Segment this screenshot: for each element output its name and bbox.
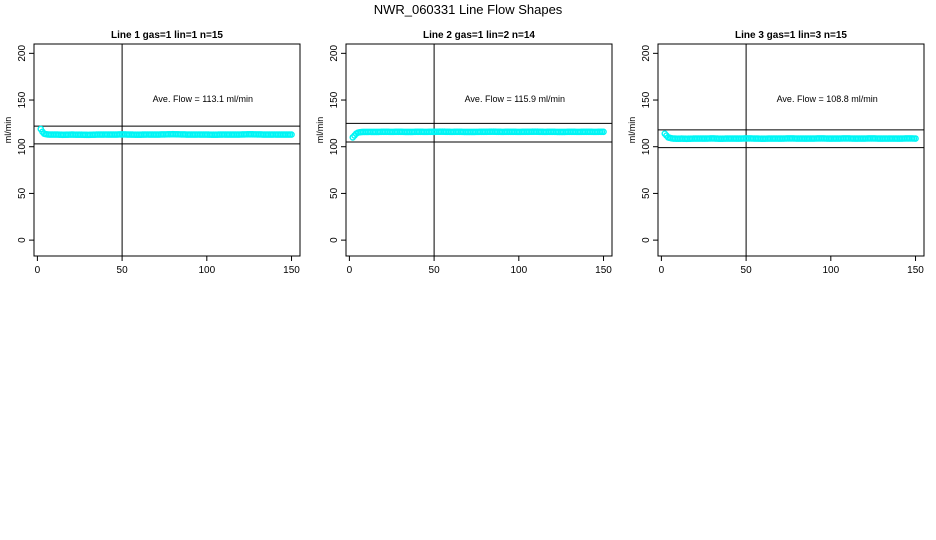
- y-tick-label: 100: [641, 138, 652, 155]
- y-tick-label: 150: [17, 91, 28, 108]
- x-tick-label: 150: [595, 265, 612, 276]
- plot-frame: [657, 43, 925, 257]
- y-axis-label: ml/min: [315, 117, 325, 144]
- y-tick-label: 150: [329, 91, 340, 108]
- x-tick-label: 0: [347, 265, 353, 276]
- avg-flow-annotation: Ave. Flow = 113.1 ml/min: [153, 94, 253, 104]
- chart-svg: Line 1 gas=1 lin=1 n=15 0 50 100 150 0 50 100 15…: [3, 30, 301, 276]
- y-axis-label: ml/min: [3, 117, 13, 144]
- x-tick-label: 150: [283, 265, 300, 276]
- chart-title: Line 2 gas=1 lin=2 n=14: [423, 30, 535, 41]
- data-point: [912, 135, 919, 142]
- y-tick-label: 0: [329, 237, 340, 243]
- chart-panel-1: Line 1 gas=1 lin=1 n=15 0 50 100 150 0 50 100 15…: [2, 26, 302, 286]
- y-tick-label: 50: [329, 187, 340, 199]
- y-tick-label: 200: [641, 45, 652, 62]
- y-tick-label: 150: [641, 91, 652, 108]
- x-tick-label: 50: [429, 265, 441, 276]
- x-tick-label: 150: [907, 265, 924, 276]
- chart-panel-2: Line 2 gas=1 lin=2 n=14 0 50 100 150 0 50 100 15…: [314, 26, 614, 286]
- y-tick-label: 50: [17, 187, 28, 199]
- chart-svg: Line 3 gas=1 lin=3 n=15 0 50 100 150 0 50 100 15…: [627, 30, 925, 276]
- x-tick-label: 100: [822, 265, 839, 276]
- chart-panel-3: Line 3 gas=1 lin=3 n=15 0 50 100 150 0 50 100 15…: [626, 26, 926, 286]
- y-tick-label: 200: [17, 45, 28, 62]
- y-tick-label: 200: [329, 45, 340, 62]
- chart-svg: Line 2 gas=1 lin=2 n=14 0 50 100 150 0 50 100 15…: [315, 30, 613, 276]
- x-tick-label: 0: [659, 265, 665, 276]
- x-tick-label: 0: [35, 265, 41, 276]
- y-tick-label: 100: [329, 138, 340, 155]
- y-tick-label: 100: [17, 138, 28, 155]
- avg-flow-annotation: Ave. Flow = 108.8 ml/min: [777, 94, 878, 104]
- y-axis-label: ml/min: [627, 117, 637, 144]
- plot-frame: [33, 43, 301, 257]
- y-tick-label: 0: [17, 237, 28, 243]
- x-tick-label: 50: [117, 265, 129, 276]
- y-tick-label: 0: [641, 237, 652, 243]
- x-tick-label: 100: [198, 265, 215, 276]
- y-tick-label: 50: [641, 187, 652, 199]
- data-point: [600, 128, 607, 136]
- plot-frame: [345, 43, 613, 257]
- chart-title: Line 3 gas=1 lin=3 n=15: [735, 30, 847, 41]
- figure-title: NWR_060331 Line Flow Shapes: [373, 2, 563, 17]
- x-tick-label: 100: [510, 265, 527, 276]
- x-tick-label: 50: [741, 265, 753, 276]
- chart-title: Line 1 gas=1 lin=1 n=15: [111, 30, 223, 41]
- avg-flow-annotation: Ave. Flow = 115.9 ml/min: [465, 94, 565, 104]
- data-point: [288, 131, 295, 138]
